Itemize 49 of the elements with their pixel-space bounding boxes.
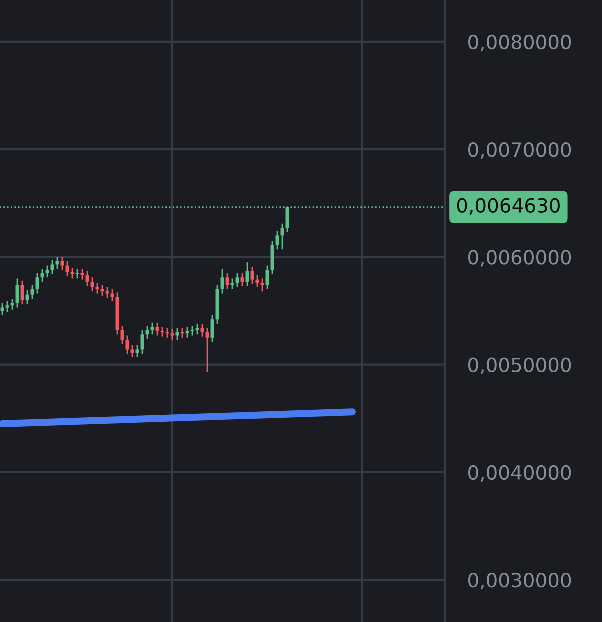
candlestick [130, 344, 134, 358]
ref-line-label: 0,0064630 [457, 198, 560, 215]
candlestick [86, 270, 90, 287]
candlestick [90, 276, 94, 292]
candlestick [150, 322, 154, 336]
candlestick [256, 274, 260, 288]
candlestick [70, 267, 74, 280]
y-tick-label: 0,0070000 [468, 142, 572, 160]
candlestick [40, 268, 44, 283]
candlestick [76, 268, 80, 280]
candlestick [110, 288, 114, 302]
y-tick-label: 0,0030000 [468, 572, 572, 590]
candlestick [160, 326, 164, 338]
candlestick [280, 223, 284, 250]
candlestick [276, 230, 280, 250]
candlestick [80, 268, 84, 280]
candlestick [170, 328, 174, 341]
candlestick [50, 260, 54, 276]
y-tick-label: 0,0040000 [468, 465, 572, 482]
candlestick [166, 328, 170, 339]
candlestick [250, 266, 254, 285]
candlestick [36, 272, 40, 294]
candlestick [266, 265, 270, 290]
candlestick [240, 272, 244, 287]
candlestick [60, 256, 64, 271]
candlestick [30, 284, 34, 300]
candlestick [200, 323, 204, 338]
candlestick [190, 325, 194, 336]
candlestick [206, 328, 210, 374]
candlestick [46, 265, 50, 278]
candlestick [230, 278, 234, 290]
candlestick [220, 268, 224, 294]
candlestick [176, 328, 180, 341]
candlestick [226, 272, 230, 290]
y-tick-label: 0,0080000 [468, 34, 572, 52]
candlestick [106, 286, 110, 299]
candlestick [246, 262, 250, 287]
candlestick [6, 300, 10, 313]
candlestick [146, 325, 150, 340]
candlestick [180, 328, 184, 339]
candlestick [156, 322, 160, 336]
candlestick [56, 256, 60, 270]
candlestick [66, 260, 70, 278]
y-tick-label: 0,0060000 [468, 250, 572, 267]
candlestick [140, 330, 144, 355]
candlestick [136, 344, 140, 358]
candlestick [10, 298, 14, 311]
candlestick [196, 323, 200, 336]
y-tick-label: 0,0050000 [468, 358, 572, 374]
